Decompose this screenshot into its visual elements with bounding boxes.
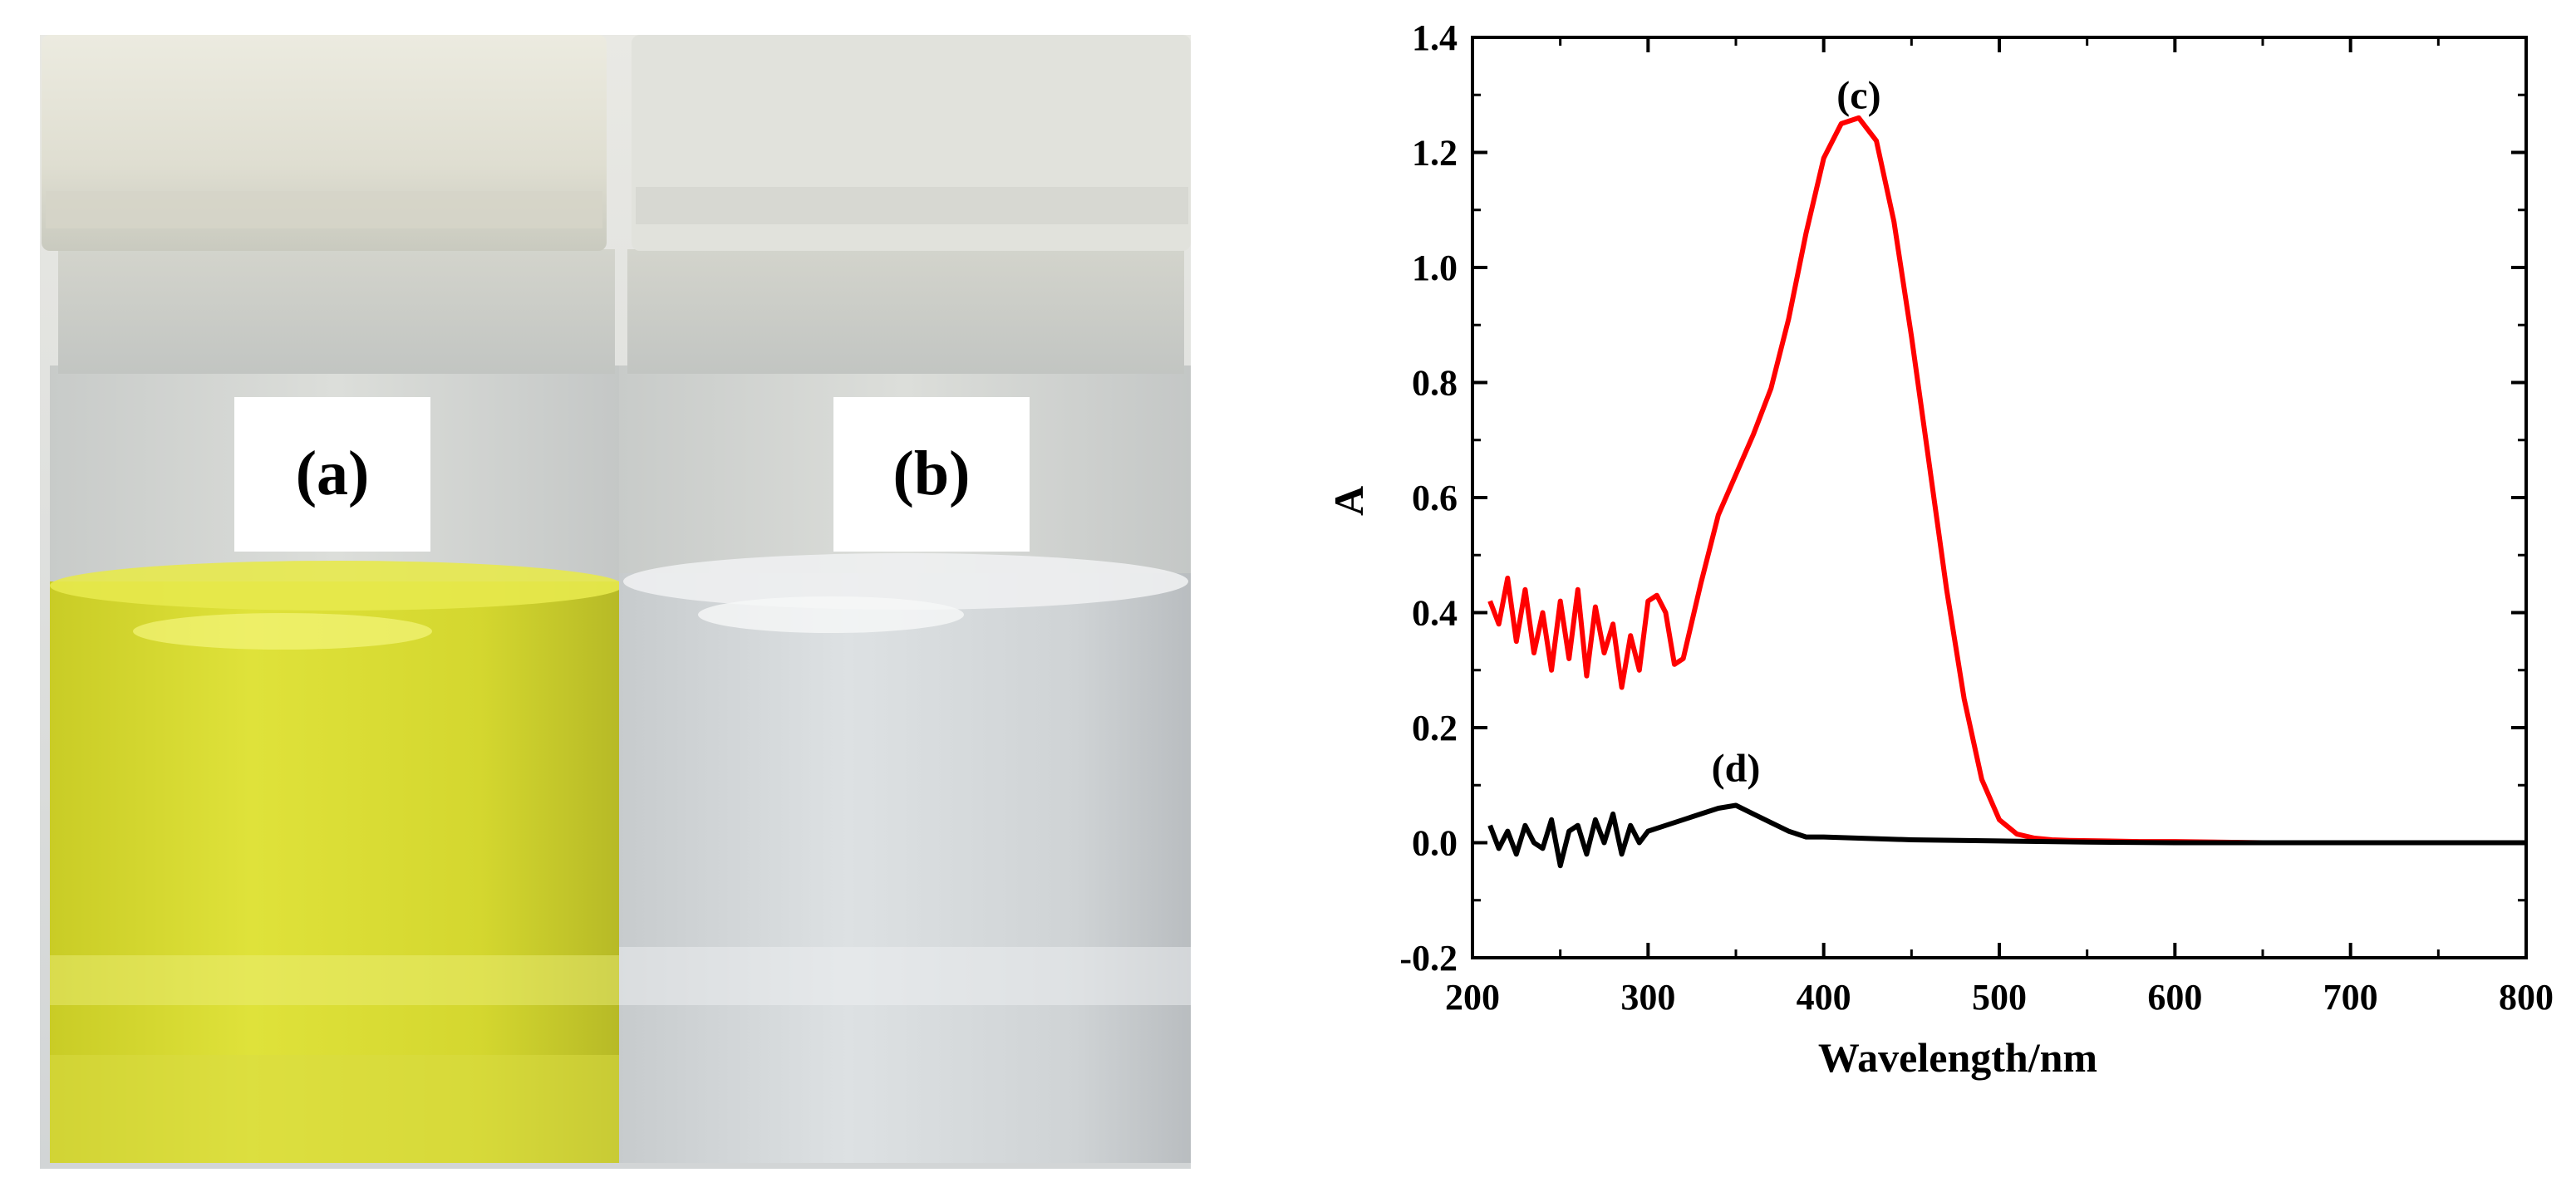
series-line-c xyxy=(1487,115,2526,846)
vial-a-label: (a) xyxy=(234,397,430,552)
y-tick-label: -0.2 xyxy=(1399,938,1458,979)
y-tick-label: 0.2 xyxy=(1412,708,1458,748)
vial-b-label-text: (b) xyxy=(893,439,971,508)
y-tick-label: 1.4 xyxy=(1412,17,1458,58)
y-axis-title: A xyxy=(1325,486,1372,516)
x-tick-label: 700 xyxy=(2323,977,2378,1018)
y-tick-label: 1.0 xyxy=(1412,248,1458,288)
x-tick-label: 500 xyxy=(1972,977,2027,1018)
x-tick-label: 200 xyxy=(1445,977,1500,1018)
vial-a xyxy=(42,35,623,1163)
y-tick-label: 0.6 xyxy=(1412,478,1458,518)
x-tick-label: 300 xyxy=(1620,977,1675,1018)
vial-b xyxy=(619,35,1191,1163)
y-tick-label: 1.2 xyxy=(1412,133,1458,174)
x-tick-label: 400 xyxy=(1797,977,1851,1018)
y-tick-label: 0.4 xyxy=(1412,593,1458,634)
vial-a-label-text: (a) xyxy=(296,439,370,508)
vial-b-label: (b) xyxy=(833,397,1030,552)
y-tick-label: 0.0 xyxy=(1412,823,1458,864)
x-tick-label: 600 xyxy=(2147,977,2202,1018)
clear-solution xyxy=(619,573,1191,1163)
x-axis-title: Wavelength/nm xyxy=(1818,1034,2097,1081)
vials-photo: (a) (b) xyxy=(40,35,1191,1169)
series-line-d xyxy=(1487,802,2526,869)
series-label-d: (d) xyxy=(1712,746,1761,790)
x-tick-label: 800 xyxy=(2499,977,2554,1018)
series-label-c: (c) xyxy=(1836,73,1880,117)
y-tick-label: 0.8 xyxy=(1412,363,1458,404)
